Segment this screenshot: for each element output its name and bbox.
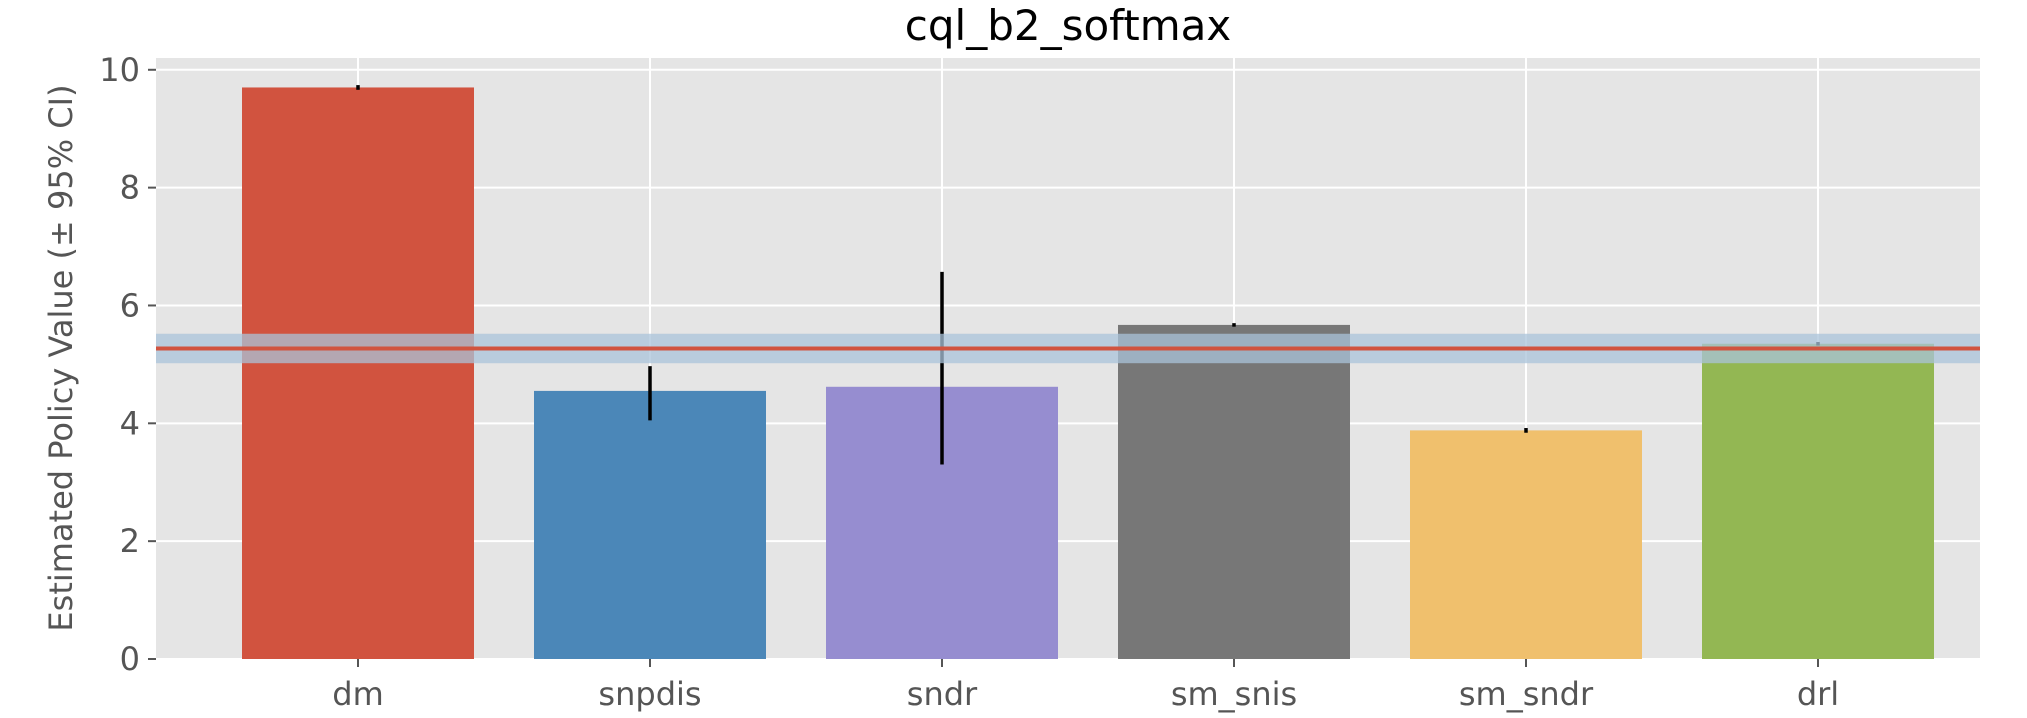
y-tick-label: 6 <box>120 286 140 324</box>
bar-drl <box>1702 343 1934 659</box>
x-tick-label: dm <box>332 675 383 713</box>
x-tick-label: snpdis <box>598 675 701 713</box>
y-tick-label: 8 <box>120 169 140 207</box>
bar-sm_sndr <box>1410 430 1642 659</box>
x-tick-label: sm_sndr <box>1459 675 1594 713</box>
reference-group <box>156 333 1980 364</box>
x-tick-label: sm_snis <box>1171 675 1297 713</box>
bar-snpdis <box>534 390 766 659</box>
y-tick-label: 0 <box>120 640 140 678</box>
y-axis: 0 2 4 6 8 10 <box>99 51 156 678</box>
x-axis: dm snpdis sndr sm_snis sm_sndr drl <box>332 659 1839 713</box>
bars-group <box>242 87 1934 659</box>
y-axis-label: Estimated Policy Value (± 95% CI) <box>42 84 80 631</box>
x-tick-label: sndr <box>907 675 978 713</box>
bar-sm_snis <box>1118 324 1350 659</box>
x-tick-label: drl <box>1797 675 1839 713</box>
y-tick-label: 10 <box>99 51 140 89</box>
y-tick-label: 4 <box>120 404 140 442</box>
chart-title: cql_b2_softmax <box>905 1 1231 50</box>
bar-dm <box>242 87 474 659</box>
y-tick-label: 2 <box>120 522 140 560</box>
